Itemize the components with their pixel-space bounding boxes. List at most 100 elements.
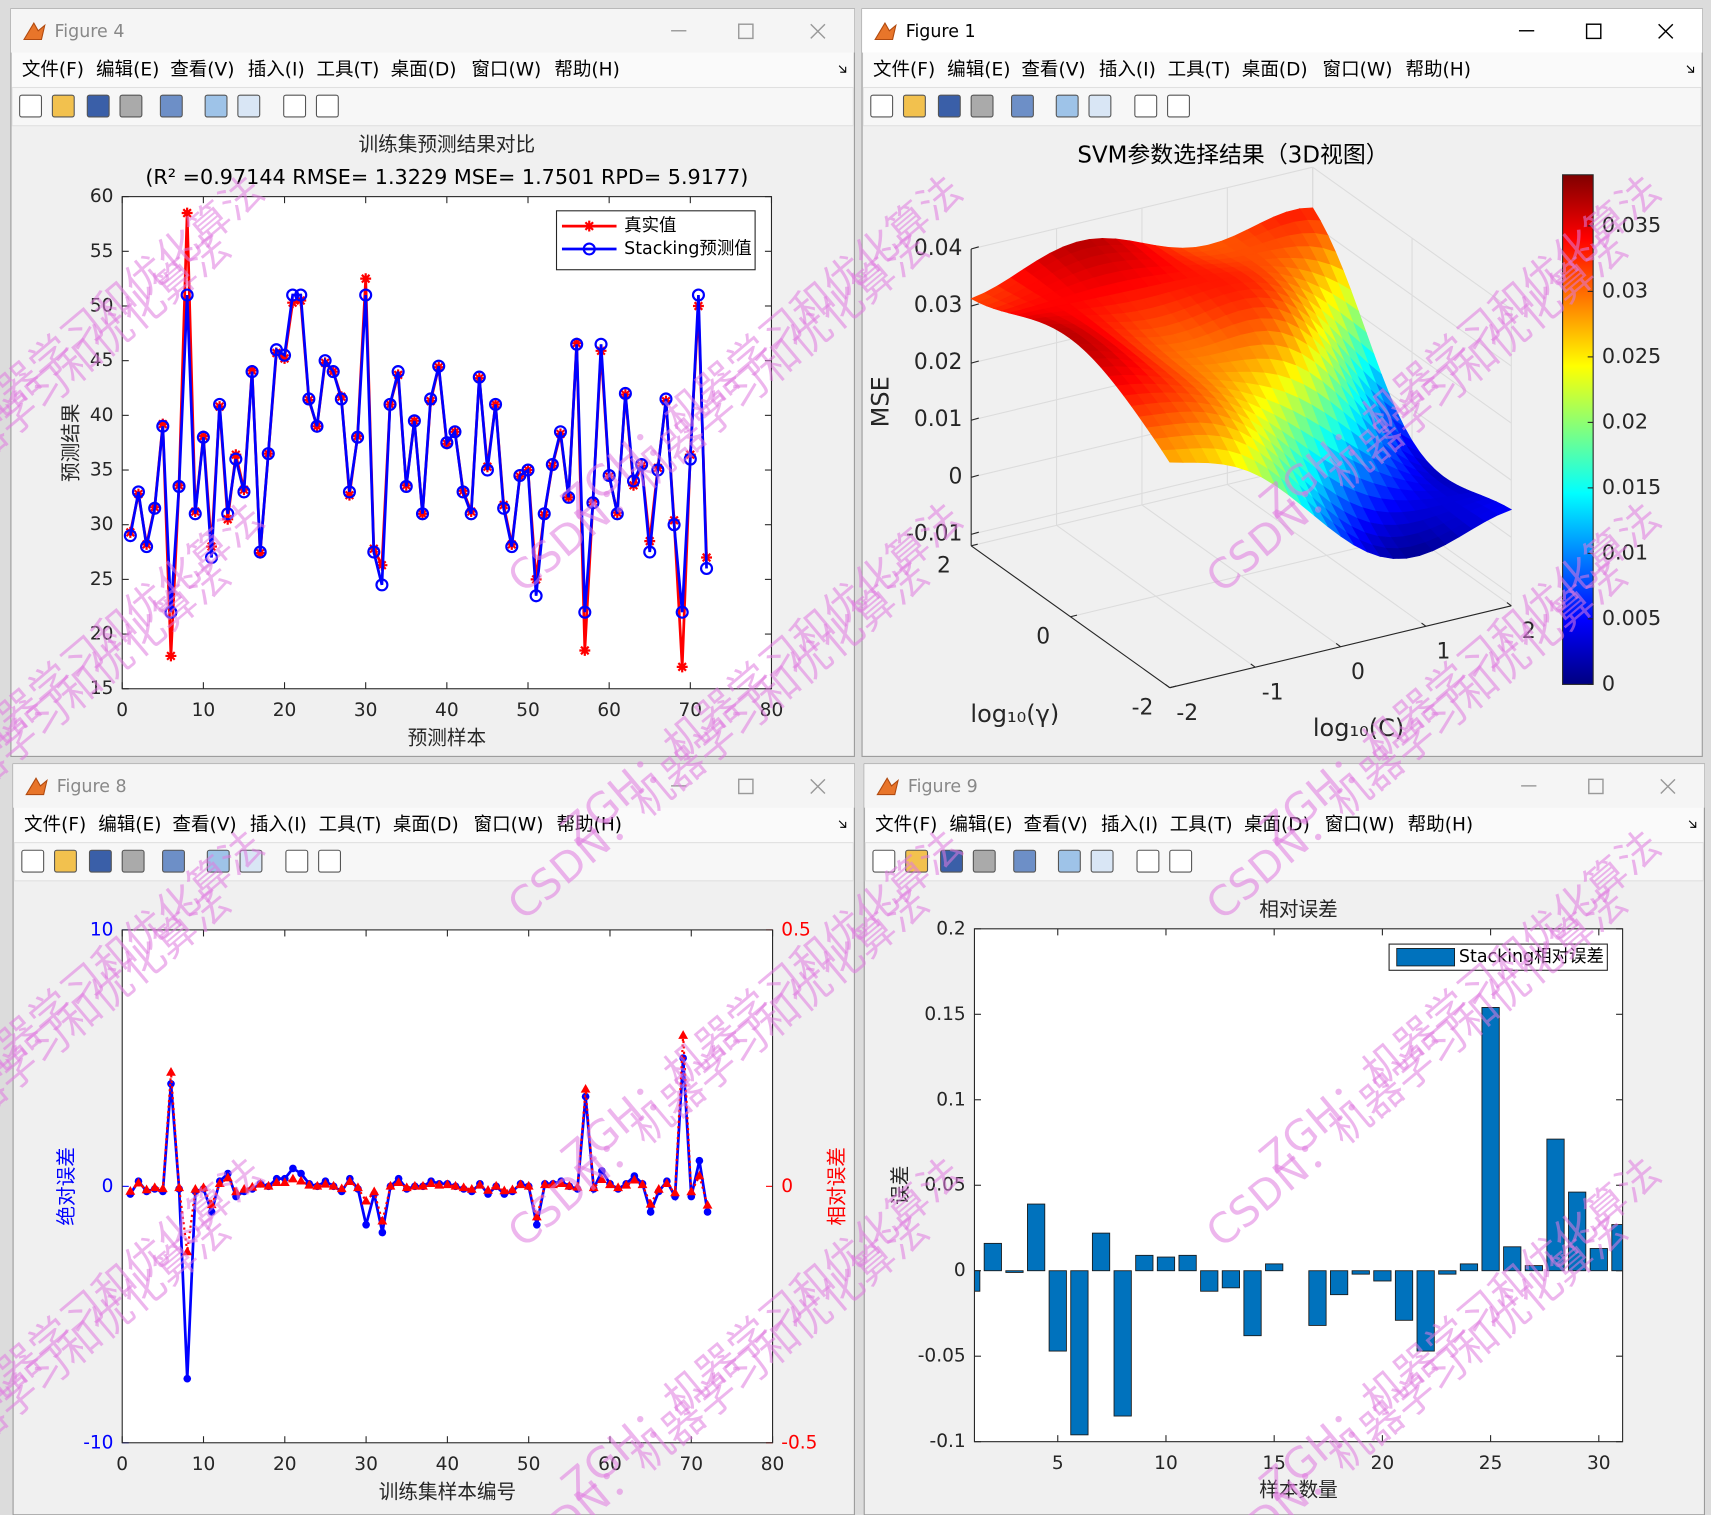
marker-circle xyxy=(626,474,641,488)
menu-item[interactable]: 桌面(D) xyxy=(393,815,459,836)
x-axis-label: 训练集样本编号 xyxy=(379,1480,516,1503)
menu-item[interactable]: 桌面(D) xyxy=(1242,60,1308,81)
toolbar-button[interactable] xyxy=(940,849,963,873)
menu-item[interactable]: 文件(F) xyxy=(875,815,937,836)
toolbar-button[interactable] xyxy=(1090,849,1114,873)
menu-item[interactable]: 编辑(E) xyxy=(98,815,161,836)
menu-item[interactable]: 查看(V) xyxy=(1024,815,1088,836)
toolbar-button[interactable] xyxy=(905,849,929,873)
toolbar-button[interactable] xyxy=(239,849,263,873)
toolbar-button[interactable] xyxy=(285,849,309,873)
marker-triangle xyxy=(149,1182,160,1192)
menu-item[interactable]: 插入(I) xyxy=(1099,60,1156,81)
marker-star xyxy=(165,650,177,662)
toolbar-button[interactable] xyxy=(51,94,75,118)
toolbar-button[interactable] xyxy=(121,849,145,873)
close-button[interactable] xyxy=(1658,23,1674,39)
menu-item[interactable]: 窗口(W) xyxy=(471,60,541,81)
toolbar-button[interactable] xyxy=(86,94,110,118)
menu-item[interactable]: 桌面(D) xyxy=(1244,815,1310,836)
menu-item[interactable]: 桌面(D) xyxy=(391,60,457,81)
toolbar-button[interactable] xyxy=(204,94,228,118)
menu-item[interactable]: 帮助(H) xyxy=(554,60,620,81)
toolbar-button[interactable] xyxy=(119,94,143,118)
y-tick xyxy=(971,543,978,547)
toolbar-button[interactable] xyxy=(19,94,43,118)
toolbar-button[interactable] xyxy=(1013,849,1037,873)
menu-item[interactable]: 工具(T) xyxy=(319,815,382,836)
toolbar-button[interactable] xyxy=(159,94,183,118)
toolbar-button[interactable] xyxy=(283,94,307,118)
colorbar-tick-label: 0.03 xyxy=(1602,278,1648,302)
menu-item[interactable]: 文件(F) xyxy=(873,60,935,81)
bar xyxy=(1243,1270,1262,1337)
toolbar-button[interactable] xyxy=(1134,94,1158,118)
marker-triangle xyxy=(361,1195,372,1205)
toolbar-button[interactable] xyxy=(1055,94,1079,118)
toolbar-button[interactable] xyxy=(970,94,994,118)
legend-label: Stacking预测值 xyxy=(624,239,752,259)
x-tick-label: 5 xyxy=(1052,1453,1064,1474)
y-tick-label: 60 xyxy=(90,186,114,207)
menu-item[interactable]: 编辑(E) xyxy=(949,815,1012,836)
menu-item[interactable]: 工具(T) xyxy=(316,60,379,81)
marker-triangle xyxy=(661,1178,672,1188)
menu-item[interactable]: 工具(T) xyxy=(1168,60,1231,81)
bar xyxy=(1027,1203,1046,1272)
toolbar-button[interactable] xyxy=(318,849,341,873)
toolbar-button[interactable] xyxy=(21,849,45,873)
maximize-button[interactable] xyxy=(738,23,754,40)
menu-item[interactable]: 查看(V) xyxy=(172,815,236,836)
toolbar-button[interactable] xyxy=(902,94,926,118)
window-title: Figure 8 xyxy=(57,777,127,797)
bar xyxy=(1394,1270,1414,1321)
menu-item[interactable]: 查看(V) xyxy=(1021,60,1085,81)
maximize-button[interactable] xyxy=(738,778,754,795)
menu-item[interactable]: 工具(T) xyxy=(1170,815,1233,836)
toolbar-button[interactable] xyxy=(1136,849,1160,873)
x-tick-label: 10 xyxy=(192,700,216,721)
y-tick-label: 55 xyxy=(90,241,114,262)
menu-item[interactable]: 插入(I) xyxy=(248,60,305,81)
close-button[interactable] xyxy=(1660,778,1676,795)
menu-item[interactable]: 帮助(H) xyxy=(1405,60,1471,81)
toolbar-button[interactable] xyxy=(315,94,339,118)
maximize-button[interactable] xyxy=(1585,23,1602,40)
toolbar-button[interactable] xyxy=(206,849,230,873)
menu-item[interactable]: 帮助(H) xyxy=(1408,815,1474,836)
toolbar-button[interactable] xyxy=(937,94,961,118)
menu-item[interactable]: 编辑(E) xyxy=(947,60,1010,81)
toolbar-button[interactable] xyxy=(1169,849,1193,873)
menu-item[interactable]: 窗口(W) xyxy=(474,815,544,836)
menu-item[interactable]: 窗口(W) xyxy=(1325,815,1395,836)
maximize-button[interactable] xyxy=(1588,778,1604,795)
toolbar-button[interactable] xyxy=(972,849,996,873)
close-button[interactable] xyxy=(810,778,826,795)
toolbar-button[interactable] xyxy=(872,849,896,873)
menu-arrow xyxy=(838,820,847,828)
menu-item[interactable]: 文件(F) xyxy=(22,60,84,81)
menu-item[interactable]: 插入(I) xyxy=(250,815,307,836)
marker-circle xyxy=(537,507,551,521)
toolbar-button[interactable] xyxy=(162,849,185,873)
toolbar-button[interactable] xyxy=(54,849,77,873)
menu-item[interactable]: 编辑(E) xyxy=(96,60,159,81)
marker-circle xyxy=(610,507,624,521)
toolbar-button[interactable] xyxy=(1057,849,1081,873)
toolbar-button[interactable] xyxy=(1167,94,1190,118)
menu-item[interactable]: 窗口(W) xyxy=(1323,60,1393,81)
menu-item[interactable]: 查看(V) xyxy=(170,60,234,81)
marker-circle xyxy=(342,485,357,499)
menu-item[interactable]: 帮助(H) xyxy=(557,815,623,836)
toolbar-button[interactable] xyxy=(237,94,261,118)
toolbar-button[interactable] xyxy=(1088,94,1112,118)
toolbar-button[interactable] xyxy=(1010,94,1034,118)
marker-circle xyxy=(277,348,292,362)
marker-circle xyxy=(229,452,243,466)
marker-triangle xyxy=(653,1183,664,1193)
close-button[interactable] xyxy=(810,23,826,39)
toolbar-button[interactable] xyxy=(88,849,112,873)
menu-item[interactable]: 文件(F) xyxy=(24,815,86,836)
toolbar-button[interactable] xyxy=(870,94,894,118)
menu-item[interactable]: 插入(I) xyxy=(1101,815,1158,836)
